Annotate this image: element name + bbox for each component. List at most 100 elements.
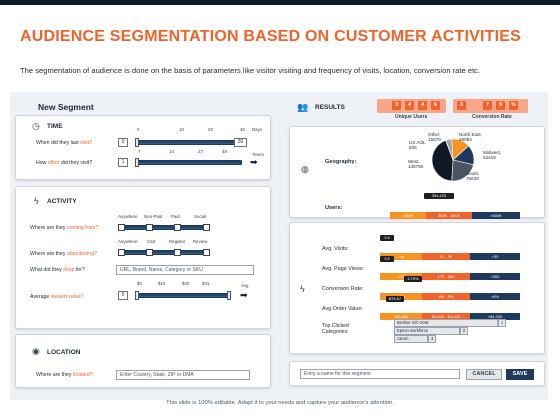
time-tick: 30 — [240, 127, 245, 132]
time-tick: 0 — [137, 127, 140, 132]
pie-label-south: South, 75639 — [466, 171, 480, 181]
time-tick: 7 — [138, 149, 141, 154]
abandon-col: Cart — [147, 239, 156, 244]
metrics-panel: ϟ Avg. Visits: 3.4 <14 14 - 30 >30 Avg. Pa… — [289, 222, 545, 354]
range-low: <14 — [380, 253, 422, 260]
value-tick: $10 — [158, 281, 166, 286]
counter-digit: % — [509, 101, 518, 110]
save-button[interactable]: SAVE — [506, 369, 534, 380]
checkbox[interactable] — [146, 249, 153, 256]
time-tick: 48 — [222, 149, 227, 154]
arrow-right-icon[interactable]: ➡ — [240, 290, 248, 300]
save-segment-panel: Entry a name for this segment CANCEL SAV… — [289, 361, 545, 386]
time-heading: TIME — [47, 123, 63, 130]
checkbox[interactable] — [146, 224, 153, 231]
category-tag: canon — [394, 335, 428, 343]
checkbox[interactable] — [118, 224, 125, 231]
coming-col: Social — [194, 214, 206, 219]
counter-digit: 9 — [496, 101, 505, 110]
checkbox[interactable] — [118, 249, 125, 256]
page-subtitle: The segmentation of audience is done on … — [20, 66, 481, 75]
abandoning-slider[interactable] — [118, 250, 210, 255]
pie-label-northeast: North East, 48094 — [459, 132, 482, 142]
times-unit: Times — [252, 152, 264, 157]
users-value-chip: 354,423 — [424, 193, 454, 199]
conversion-rate-counter: 3 7 9 % — [453, 99, 528, 113]
often-visit-slider[interactable] — [137, 160, 242, 165]
pie-label-other: Other, 15670 — [428, 132, 441, 142]
time-tick: 14 — [169, 149, 174, 154]
avg-unit: Avg — [241, 283, 249, 288]
slider-thumb[interactable] — [135, 291, 139, 300]
range-high: >30 — [470, 253, 520, 260]
new-segment-heading: New Segment — [38, 102, 94, 112]
counter-digit-blank — [470, 101, 479, 110]
viewed-value-min[interactable]: 0 — [118, 291, 128, 300]
avg-visits-label: Avg. Visits: — [322, 246, 349, 252]
range-high: >8% — [470, 293, 520, 300]
page-views-chip: 3.5 — [380, 256, 394, 262]
value-tick: $41 — [202, 281, 210, 286]
abandon-col: Review — [193, 239, 208, 244]
users-icon: 👥 — [297, 102, 309, 112]
counter-digit: 3 — [457, 101, 466, 110]
abandoning-label: Where are they abandoning? — [30, 251, 97, 257]
value-tick: $20 — [182, 281, 190, 286]
arrow-right-icon[interactable]: ➡ — [250, 157, 258, 167]
pie-label-west: West, 146760 — [408, 159, 424, 169]
slider-thumb[interactable] — [135, 158, 139, 167]
order-value-chip: $74.67 — [386, 296, 404, 302]
slider-thumb[interactable] — [227, 291, 231, 300]
often-visit-label: How often did they visit? — [36, 160, 93, 166]
checkbox[interactable] — [203, 224, 210, 231]
time-panel: ◷ TIME 0 10 20 30 Days When did they las… — [15, 115, 271, 180]
last-visit-max[interactable]: 30 — [234, 138, 247, 147]
range-high: >600K — [472, 212, 520, 219]
shop-search-input[interactable]: URL, Brand, Name, Category or SKU — [116, 265, 254, 275]
geography-panel: ◍ Geography: Other, 15670 North East, 4809… — [289, 126, 545, 219]
checkbox[interactable] — [174, 224, 181, 231]
category-count: 3 — [428, 335, 436, 343]
conversion-bar: <4%4% - 8%>8% — [380, 285, 520, 300]
segment-name-input[interactable]: Entry a name for this segment — [300, 369, 460, 379]
range-mid: 14 - 30 — [422, 253, 470, 260]
pie-label-midwest: Midwest, 52418 — [483, 150, 502, 160]
conversion-chip: 3.79% — [404, 276, 422, 282]
range-mid: 170 - 300 — [422, 273, 470, 280]
unique-users-label: Unique Users — [395, 114, 428, 120]
page-title: AUDIENCE SEGMENTATION BASED ON CUSTOMER … — [20, 28, 521, 45]
page-views-bar: <70 170 - 300 >300 — [380, 265, 520, 280]
order-value-bar: <$3,400 $3,400 - $4,000 >$4,000 — [380, 305, 520, 320]
unique-users-counter: 3 4 4 6 — [377, 99, 446, 113]
counter-digit: 7 — [483, 101, 492, 110]
range-low: <$3,400 — [380, 313, 422, 320]
coming-from-slider[interactable] — [118, 225, 210, 230]
location-input[interactable]: Enter Country, State, ZIP or DMA — [116, 370, 250, 380]
often-visit-min[interactable]: 1 — [118, 158, 128, 167]
last-visit-slider[interactable] — [137, 140, 242, 145]
viewed-value-slider[interactable] — [137, 293, 229, 298]
category-tag: Brother mfc-206c — [394, 319, 498, 327]
slider-thumb[interactable] — [135, 138, 139, 147]
avg-visits-bar: <14 14 - 30 >30 — [380, 245, 520, 260]
range-mid: $3,400 - $4,000 — [422, 313, 470, 320]
location-panel: ◉ LOCATION Where are they located? Enter… — [15, 334, 271, 388]
pin-icon: ◉ — [32, 346, 40, 356]
top-bar — [0, 0, 560, 5]
checkbox[interactable] — [203, 249, 210, 256]
activity-heading: ACTIVITY — [47, 198, 77, 205]
time-tick: 10 — [179, 127, 184, 132]
shop-for-label: What did they shop for? — [30, 267, 85, 273]
conversion-label: Conversion Rate: — [322, 286, 364, 292]
abandon-col: Anywhere — [118, 239, 138, 244]
coming-from-label: Where are they coming from? — [30, 225, 99, 231]
abandon-col: Register — [169, 239, 186, 244]
category-tag: Epson workforce — [394, 327, 460, 335]
avg-visits-chip: 3.4 — [380, 235, 394, 241]
coming-col: Non-Paid — [144, 214, 163, 219]
last-visit-min[interactable]: 0 — [118, 138, 128, 147]
checkbox[interactable] — [174, 249, 181, 256]
range-low: <70 — [380, 273, 422, 280]
cancel-button[interactable]: CANCEL — [466, 369, 502, 380]
page-views-label: Avg. Page Views: — [322, 266, 365, 272]
